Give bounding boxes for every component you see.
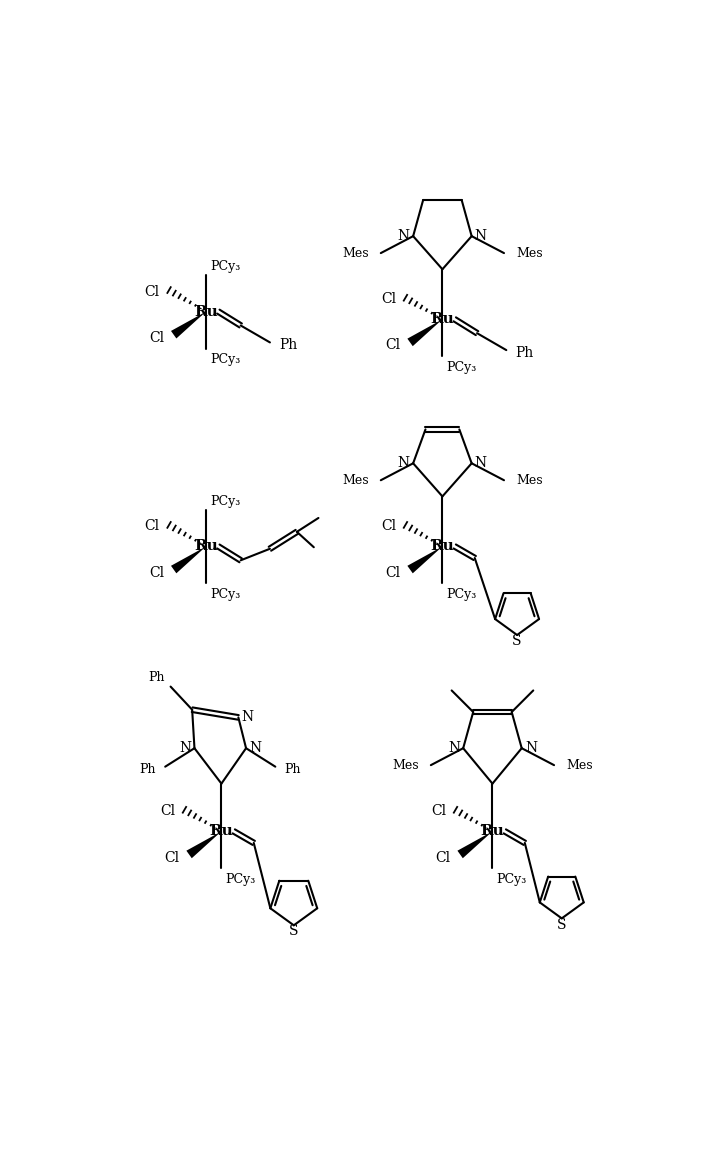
Text: Cl: Cl (381, 520, 396, 534)
Text: Mes: Mes (342, 474, 368, 487)
Text: N: N (448, 741, 460, 755)
Text: Cl: Cl (386, 339, 401, 353)
Text: N: N (398, 457, 410, 470)
Text: PCy₃: PCy₃ (225, 873, 256, 886)
Text: N: N (525, 741, 537, 755)
Text: Ph: Ph (139, 763, 156, 776)
Polygon shape (458, 831, 492, 858)
Text: N: N (475, 457, 487, 470)
Text: Mes: Mes (516, 247, 543, 259)
Text: Cl: Cl (165, 851, 180, 865)
Text: Ph: Ph (279, 339, 297, 353)
Text: N: N (475, 229, 487, 243)
Text: N: N (179, 741, 191, 755)
Text: Cl: Cl (144, 285, 160, 299)
Text: Ph: Ph (516, 346, 534, 360)
Text: S: S (557, 918, 567, 932)
Text: Cl: Cl (149, 331, 165, 345)
Polygon shape (186, 831, 222, 858)
Text: Ph: Ph (148, 671, 165, 684)
Text: Ru: Ru (430, 312, 454, 326)
Text: Ru: Ru (194, 304, 218, 318)
Polygon shape (407, 547, 443, 573)
Text: Cl: Cl (149, 566, 165, 580)
Text: N: N (249, 741, 261, 755)
Text: Ru: Ru (481, 824, 505, 838)
Text: Ru: Ru (194, 540, 218, 553)
Polygon shape (171, 547, 206, 573)
Text: Cl: Cl (436, 851, 451, 865)
Text: Cl: Cl (160, 805, 175, 819)
Text: S: S (513, 634, 522, 648)
Text: Ru: Ru (209, 824, 233, 838)
Text: PCy₃: PCy₃ (210, 496, 240, 508)
Text: PCy₃: PCy₃ (446, 361, 477, 374)
Polygon shape (171, 311, 206, 339)
Text: Mes: Mes (566, 759, 593, 771)
Text: Cl: Cl (431, 805, 446, 819)
Text: Ph: Ph (284, 763, 301, 776)
Text: PCy₃: PCy₃ (446, 588, 477, 601)
Text: Ru: Ru (430, 540, 454, 553)
Text: Cl: Cl (381, 293, 396, 307)
Text: PCy₃: PCy₃ (210, 588, 240, 601)
Polygon shape (407, 319, 443, 346)
Text: Mes: Mes (516, 474, 543, 487)
Text: PCy₃: PCy₃ (210, 261, 240, 273)
Text: Cl: Cl (386, 566, 401, 580)
Text: Mes: Mes (342, 247, 368, 259)
Text: PCy₃: PCy₃ (496, 873, 526, 886)
Text: Cl: Cl (144, 520, 160, 534)
Text: N: N (398, 229, 410, 243)
Text: Mes: Mes (392, 759, 419, 771)
Text: N: N (242, 710, 253, 724)
Text: S: S (289, 925, 298, 939)
Text: PCy₃: PCy₃ (210, 353, 240, 366)
